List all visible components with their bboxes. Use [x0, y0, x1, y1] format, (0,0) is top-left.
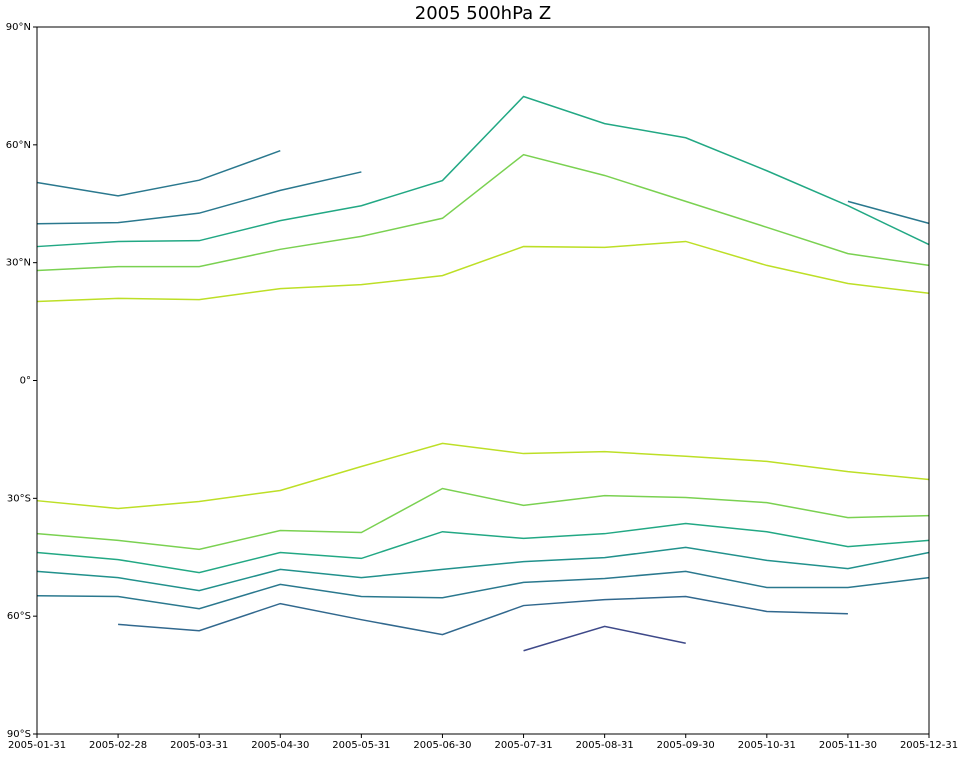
x-tick-label: 2005-02-28	[89, 740, 147, 751]
contour-line	[36, 487, 930, 551]
y-tick-label: 60°S	[7, 611, 31, 622]
contour-line	[36, 171, 930, 225]
contour-line	[36, 153, 930, 272]
contour-line	[36, 150, 281, 197]
x-tick-label: 2005-08-31	[576, 740, 634, 751]
y-tick-label: 90°N	[6, 22, 31, 33]
x-tick-label: 2005-01-31	[8, 740, 66, 751]
y-tick-label: 90°S	[7, 729, 31, 740]
contour-line	[118, 595, 848, 636]
contour-line	[36, 95, 930, 248]
chart-title: 2005 500hPa Z	[415, 3, 551, 24]
x-tick-label: 2005-10-31	[738, 740, 796, 751]
x-tick-label: 2005-07-31	[494, 740, 552, 751]
contour-line	[36, 522, 930, 574]
contour-line	[36, 546, 930, 592]
x-tick-label: 2005-05-31	[332, 740, 390, 751]
x-tick-label: 2005-12-31	[900, 740, 958, 751]
contour-line	[36, 442, 930, 510]
x-tick-label: 2005-09-30	[657, 740, 715, 751]
x-tick-label: 2005-11-30	[819, 740, 877, 751]
x-tick-label: 2005-03-31	[170, 740, 228, 751]
y-tick-label: 30°N	[6, 258, 31, 269]
y-tick-label: 60°N	[6, 140, 31, 151]
x-tick-label: 2005-04-30	[251, 740, 309, 751]
x-tick-label: 2005-06-30	[413, 740, 471, 751]
contour-line	[36, 570, 930, 610]
plot-frame	[36, 26, 930, 735]
y-tick-label: 30°S	[7, 493, 31, 504]
contour-line	[36, 240, 930, 303]
y-tick-label: 0°	[20, 376, 31, 387]
contour-line	[523, 625, 686, 652]
